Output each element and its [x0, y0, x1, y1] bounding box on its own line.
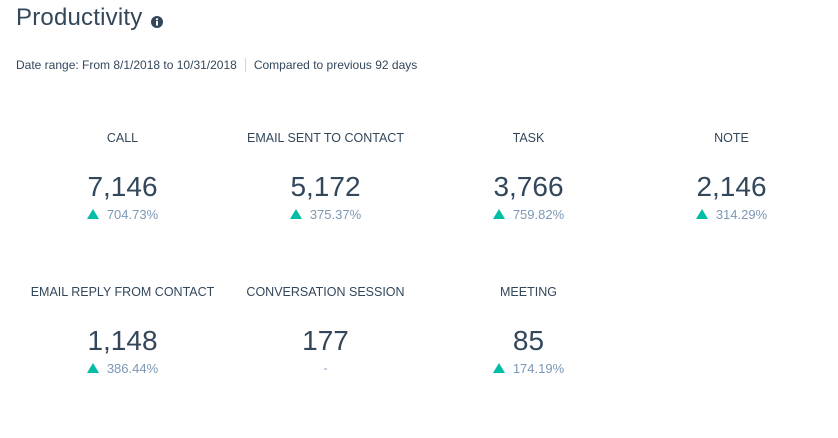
metric-change-value: 375.37%: [309, 206, 362, 222]
metric-change: 386.44%: [21, 360, 224, 376]
metric-change-value: 704.73%: [106, 206, 159, 222]
divider: [244, 58, 246, 72]
metric-change: 314.29%: [630, 206, 833, 222]
triangle-up-icon: [695, 209, 708, 219]
date-range-bar: Date range: From 8/1/2018 to 10/31/2018 …: [16, 58, 417, 72]
metric-value: 1,148: [87, 325, 158, 356]
metric-change: 174.19%: [427, 360, 630, 376]
metric-change: 704.73%: [21, 206, 224, 222]
comparison-text: Compared to previous 92 days: [253, 58, 418, 72]
metric-value: 3,766: [493, 171, 564, 202]
metric-email-sent-to-contact: EMAIL SENT TO CONTACT 5,172 375.37%: [224, 130, 427, 284]
metric-value: 177: [302, 325, 349, 356]
metric-value: 2,146: [696, 171, 767, 202]
metric-task: TASK 3,766 759.82%: [427, 130, 630, 284]
metric-label: EMAIL REPLY FROM CONTACT: [30, 285, 215, 299]
metric-label: EMAIL SENT TO CONTACT: [247, 131, 404, 145]
metric-label: TASK: [512, 131, 545, 145]
metric-label: NOTE: [714, 131, 749, 145]
metric-change-value: 759.82%: [512, 206, 565, 222]
metric-note: NOTE 2,146 314.29%: [630, 130, 833, 284]
triangle-up-icon: [86, 209, 99, 219]
date-range-text: Date range: From 8/1/2018 to 10/31/2018: [16, 58, 237, 72]
metric-change-value: 314.29%: [715, 206, 768, 222]
metric-call: CALL 7,146 704.73%: [21, 130, 224, 284]
triangle-up-icon: [492, 209, 505, 219]
triangle-up-icon: [492, 363, 505, 373]
metric-email-reply-from-contact: EMAIL REPLY FROM CONTACT 1,148 386.44%: [21, 284, 224, 438]
metric-change: 375.37%: [224, 206, 427, 222]
triangle-up-icon: [86, 363, 99, 373]
metric-label: MEETING: [500, 285, 557, 299]
metric-change-value: 386.44%: [106, 360, 159, 376]
page-title: Productivity: [16, 4, 143, 31]
triangle-up-icon: [289, 209, 302, 219]
metric-conversation-session: CONVERSATION SESSION 177 -: [224, 284, 427, 438]
metric-change-value: -: [323, 361, 328, 375]
metric-change: 759.82%: [427, 206, 630, 222]
metrics-grid: CALL 7,146 704.73% EMAIL SENT TO CONTACT…: [21, 130, 833, 438]
metric-value: 5,172: [290, 171, 361, 202]
metric-value: 85: [512, 325, 545, 356]
metric-meeting: MEETING 85 174.19%: [427, 284, 630, 438]
report-header: Productivity: [16, 4, 164, 32]
metric-value: 7,146: [87, 171, 158, 202]
metric-change: -: [224, 360, 427, 376]
metric-label: CONVERSATION SESSION: [246, 285, 405, 299]
metric-label: CALL: [106, 131, 139, 145]
metric-change-value: 174.19%: [512, 360, 565, 376]
info-icon[interactable]: [151, 15, 164, 28]
